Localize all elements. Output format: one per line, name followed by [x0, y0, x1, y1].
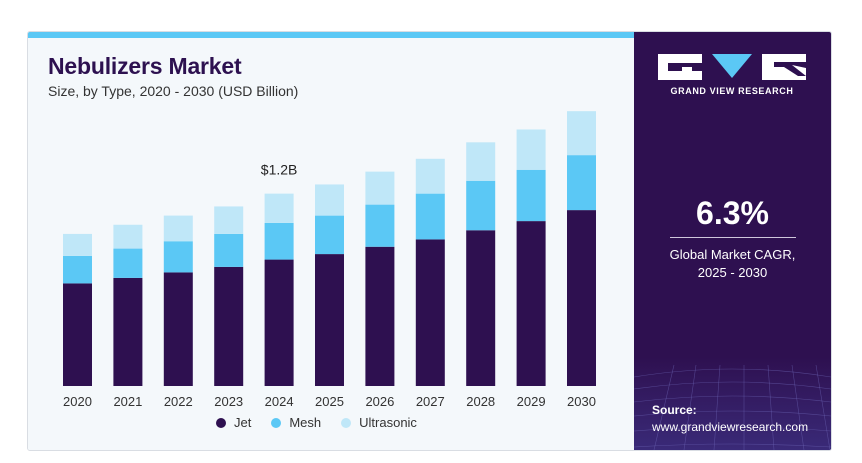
bar-ultrasonic-2023: [214, 206, 244, 234]
bar-ultrasonic-2020: [63, 233, 92, 256]
bar-jet-2030: [567, 210, 596, 386]
bar-jet-2029: [516, 221, 546, 386]
bar-jet-2025: [315, 254, 344, 386]
bar-ultrasonic-2024: [264, 193, 294, 223]
bar-ultrasonic-2025: [315, 184, 344, 216]
stacked-bar-chart: 2020 2021 2022 2023 2024 $1.2B 2025 2026 2027 202…: [63, 111, 596, 409]
bar-ultrasonic-2029: [516, 129, 546, 170]
source-note: Source: www.grandviewresearch.com: [652, 403, 808, 434]
x-tick-label-2029: 2029: [517, 394, 546, 409]
legend-swatch-ultrasonic: [341, 417, 352, 428]
bar-ultrasonic-2021: [113, 224, 143, 249]
legend-item-jet: Jet: [216, 415, 251, 430]
bar-jet-2024: [264, 259, 294, 386]
bar-ultrasonic-2027: [415, 158, 445, 194]
legend-label-ultrasonic: Ultrasonic: [359, 415, 417, 430]
x-tick-label-2025: 2025: [315, 394, 344, 409]
cagr-callout: 6.3% Global Market CAGR, 2025 - 2030: [634, 195, 831, 282]
legend-item-ultrasonic: Ultrasonic: [341, 415, 417, 430]
bar-mesh-2021: [113, 248, 143, 278]
bar-ultrasonic-2026: [365, 171, 395, 205]
legend-item-mesh: Mesh: [271, 415, 321, 430]
legend-label-jet: Jet: [234, 415, 252, 430]
bar-mesh-2020: [63, 255, 92, 284]
decorative-grid-graphic: [634, 357, 831, 450]
bar-ultrasonic-2022: [163, 215, 193, 242]
brand-panel: GRAND VIEW RESEARCH 6.3% Global Market C…: [634, 32, 831, 450]
x-tick-label-2020: 2020: [63, 394, 92, 409]
r-block-icon: [762, 54, 806, 80]
accent-bar: [28, 32, 634, 38]
x-tick-label-2030: 2030: [567, 394, 596, 409]
cagr-value: 6.3%: [696, 195, 769, 231]
cagr-divider: [669, 237, 796, 238]
x-tick-label-2026: 2026: [365, 394, 394, 409]
g-block-icon: [658, 54, 702, 80]
cagr-label-line2: 2025 - 2030: [697, 265, 768, 280]
legend-swatch-jet: [216, 417, 226, 428]
bar-jet-2028: [466, 230, 496, 386]
chart-subtitle: Size, by Type, 2020 - 2030 (USD Billion): [48, 83, 299, 99]
source-title: Source:: [652, 403, 697, 417]
x-tick-label-2023: 2023: [214, 394, 243, 409]
cagr-label-line1: Global Market CAGR,: [669, 247, 796, 262]
bar-jet-2027: [415, 239, 445, 386]
brand-name: GRAND VIEW RESEARCH: [670, 86, 794, 96]
x-tick-label-2024: 2024: [265, 394, 294, 409]
bar-mesh-2027: [415, 193, 445, 240]
legend-swatch-mesh: [271, 417, 282, 428]
bar-mesh-2022: [163, 241, 193, 273]
chart-title: Nebulizers Market: [48, 53, 242, 79]
bar-ultrasonic-2030: [567, 111, 596, 156]
bar-mesh-2029: [516, 169, 546, 222]
bar-mesh-2026: [365, 204, 395, 247]
bar-mesh-2025: [315, 215, 344, 255]
x-tick-label-2022: 2022: [164, 394, 193, 409]
x-tick-label-2027: 2027: [416, 394, 445, 409]
bar-jet-2023: [214, 266, 244, 386]
bar-jet-2021: [113, 277, 143, 386]
bar-jet-2022: [163, 272, 193, 386]
bar-mesh-2030: [567, 155, 596, 211]
bar-mesh-2024: [264, 222, 294, 260]
chart-legend: Jet Mesh Ultrasonic: [216, 415, 437, 430]
chart-panel: Nebulizers Market Size, by Type, 2020 - …: [28, 32, 634, 450]
bar-value-annotation-2024: $1.2B: [261, 162, 298, 178]
bar-ultrasonic-2028: [466, 142, 496, 181]
x-tick-label-2021: 2021: [113, 394, 142, 409]
bar-mesh-2028: [466, 180, 496, 231]
brand-logo: GRAND VIEW RESEARCH: [658, 54, 806, 96]
bar-jet-2020: [63, 283, 92, 386]
infographic-card: Nebulizers Market Size, by Type, 2020 - …: [27, 31, 832, 451]
bar-mesh-2023: [214, 233, 244, 267]
v-triangle-icon: [710, 54, 754, 80]
legend-label-mesh: Mesh: [289, 415, 322, 430]
x-tick-label-2028: 2028: [466, 394, 495, 409]
bar-jet-2026: [365, 246, 395, 386]
source-url[interactable]: www.grandviewresearch.com: [652, 420, 809, 434]
